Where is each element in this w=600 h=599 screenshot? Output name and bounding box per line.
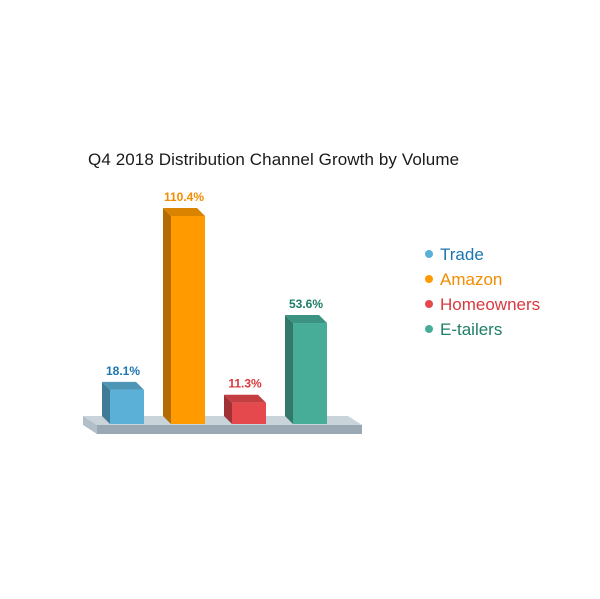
bar-side-homeowners [224, 394, 232, 424]
legend-dot-icon [425, 324, 433, 333]
legend-label: E-tailers [440, 320, 503, 339]
legend-label: Amazon [440, 270, 503, 289]
bar-top-e-tailers [285, 315, 327, 324]
legend-dot-icon [425, 299, 433, 308]
floor-side [83, 416, 97, 434]
floor-front [97, 425, 362, 434]
bar-e-tailers [293, 323, 327, 424]
chart-title: Q4 2018 Distribution Channel Growth by V… [88, 150, 460, 169]
chart-legend: Trade Amazon Homeowners E-tailers [425, 242, 540, 342]
legend-item-homeowners: Homeowners [425, 292, 540, 317]
bar-top-amazon [163, 208, 205, 216]
legend-dot-icon [425, 274, 433, 283]
bar-homeowners [232, 402, 266, 424]
legend-dot-icon [425, 249, 433, 258]
bar-amazon [171, 216, 205, 424]
legend-item-e-tailers: E-tailers [425, 317, 540, 342]
data-label-e-tailers: 53.6% [289, 297, 323, 311]
data-label-trade: 18.1% [106, 364, 140, 378]
data-label-amazon: 110.4% [164, 190, 204, 204]
legend-label: Homeowners [440, 295, 541, 314]
bar-top-trade [102, 381, 144, 390]
bar-side-e-tailers [285, 315, 293, 424]
bar-side-amazon [163, 208, 171, 424]
data-label-homeowners: 11.3% [228, 377, 262, 391]
bar-side-trade [102, 381, 110, 424]
bar-trade [110, 389, 144, 424]
legend-item-trade: Trade [425, 242, 540, 267]
legend-label: Trade [440, 245, 484, 264]
bars-group [102, 208, 327, 424]
bar-top-homeowners [224, 394, 266, 403]
data-labels-group: 18.1% 110.4% 11.3% 53.6% [106, 190, 323, 391]
legend-item-amazon: Amazon [425, 267, 540, 292]
